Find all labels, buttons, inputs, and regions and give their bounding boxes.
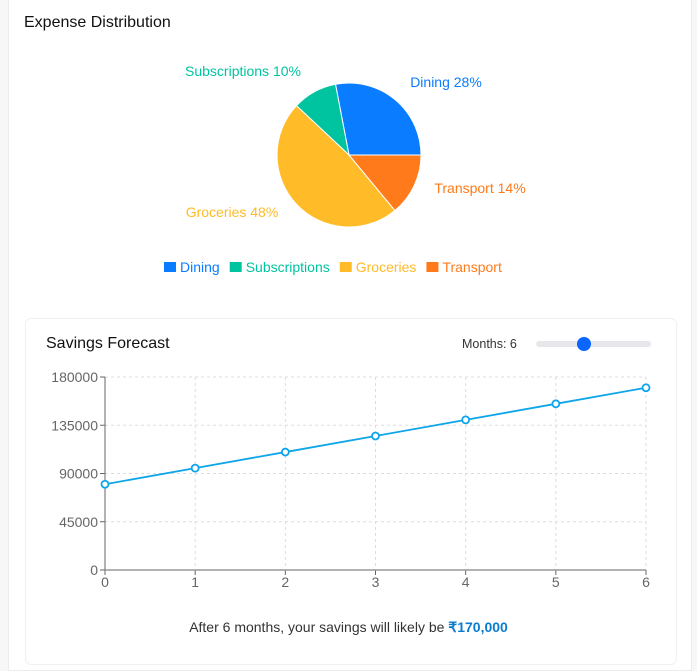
savings-card — [25, 318, 677, 665]
expense-title: Expense Distribution — [24, 14, 171, 31]
charts-svg: Dining 28% Subscriptions 10% Groceries 48%… — [51, 63, 651, 590]
pie-label-subscriptions: Subscriptions 10% — [185, 63, 301, 79]
slider-thumb[interactable] — [576, 337, 591, 351]
pie-slice-dining — [334, 82, 422, 156]
legend-item-dining: Dining — [180, 259, 220, 275]
pie-label-groceries: Groceries 48% — [186, 204, 279, 220]
summary-value: ₹170,000 — [448, 619, 508, 635]
x-tick-label: 5 — [552, 574, 560, 590]
savings-title: Savings Forecast — [46, 335, 170, 352]
legend-swatch-groceries — [339, 262, 352, 272]
x-tick-label: 3 — [372, 574, 380, 590]
pie-slice-groceries — [276, 105, 396, 228]
legend-item-groceries: Groceries — [356, 259, 417, 275]
y-tick-label: 0 — [90, 562, 98, 578]
data-point — [100, 479, 110, 489]
legend-swatch-transport — [426, 262, 439, 272]
pie-label-transport: Transport 14% — [434, 180, 525, 196]
pie-slice-transport — [347, 154, 422, 212]
y-tick-label: 90000 — [59, 466, 98, 482]
data-point — [371, 431, 380, 441]
y-tick-label: 45000 — [59, 514, 98, 530]
x-tick-label: 4 — [462, 574, 470, 590]
legend-swatch-subscriptions — [229, 262, 242, 272]
data-point — [280, 447, 290, 457]
savings-summary: After 6 months, your savings will likely… — [189, 619, 508, 635]
x-tick-label: 0 — [101, 574, 109, 590]
y-tick-label: 180000 — [51, 369, 98, 385]
pie-label-dining: Dining 28% — [410, 74, 482, 90]
months-label: Months: 6 — [462, 337, 517, 351]
legend-swatch-dining — [164, 262, 176, 272]
x-tick-label: 1 — [191, 574, 199, 590]
x-tick-label: 6 — [642, 574, 650, 590]
data-point — [461, 415, 471, 425]
data-point — [641, 383, 651, 393]
legend-item-subscriptions: Subscriptions — [246, 259, 330, 275]
data-point — [190, 463, 200, 473]
months-slider[interactable] — [536, 337, 651, 351]
x-tick-label: 2 — [281, 574, 289, 590]
legend-item-transport: Transport — [442, 259, 502, 275]
y-tick-label: 135000 — [51, 417, 98, 433]
data-point — [551, 399, 561, 409]
